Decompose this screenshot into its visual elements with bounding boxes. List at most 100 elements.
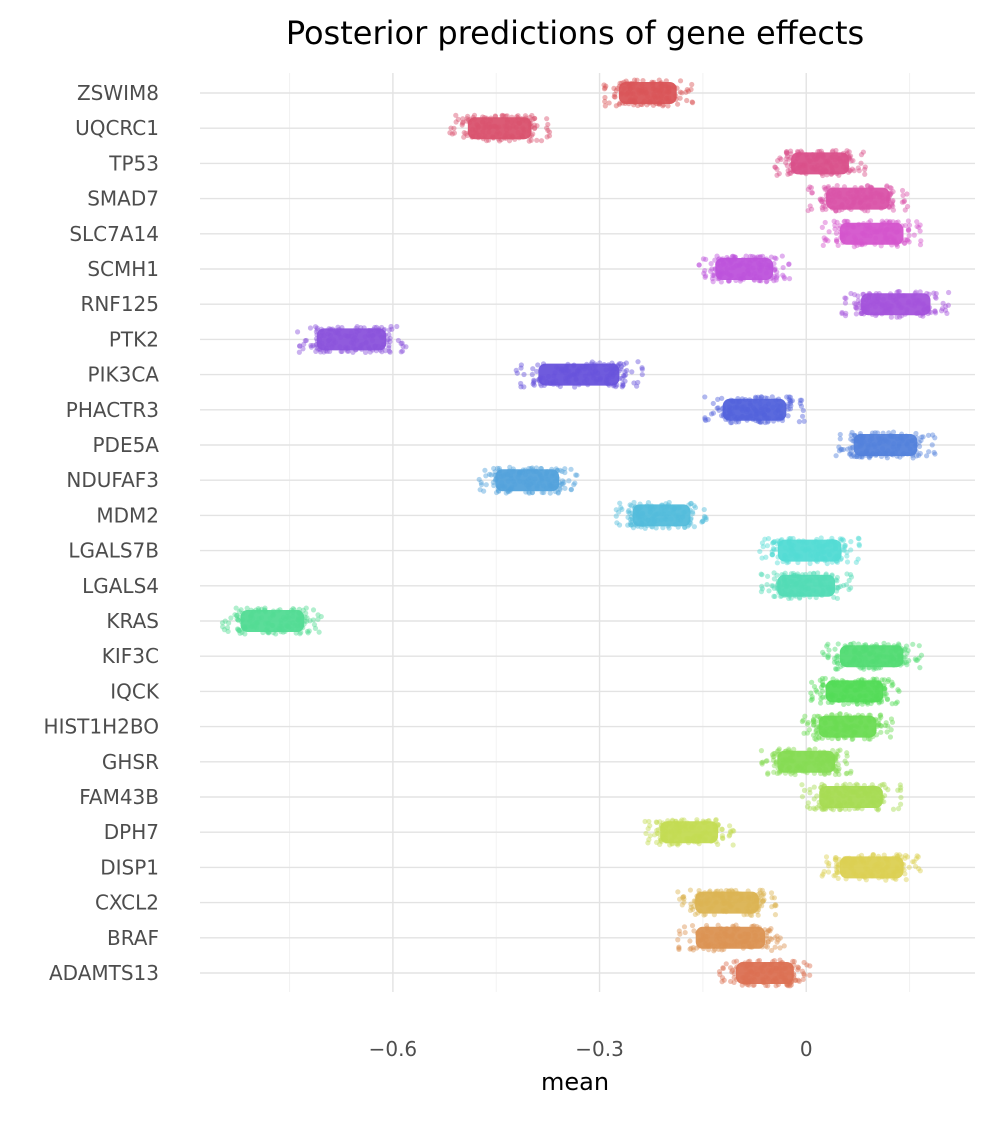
- point: [566, 478, 572, 484]
- point: [843, 310, 849, 316]
- point: [459, 122, 465, 128]
- point: [917, 868, 923, 874]
- point: [799, 718, 805, 725]
- point: [589, 359, 595, 365]
- point: [851, 244, 857, 250]
- point: [786, 396, 792, 403]
- point: [531, 382, 537, 388]
- point: [858, 152, 865, 158]
- point: [730, 842, 736, 848]
- interval-band: [861, 293, 931, 316]
- point: [507, 464, 513, 470]
- point: [849, 453, 855, 459]
- point: [820, 694, 826, 700]
- point: [710, 410, 717, 416]
- point: [451, 125, 457, 131]
- point: [823, 236, 829, 242]
- point: [931, 449, 937, 456]
- interval-band: [715, 258, 774, 280]
- point: [781, 274, 787, 280]
- point: [772, 593, 778, 600]
- point: [887, 218, 893, 225]
- point: [621, 361, 627, 368]
- point: [818, 535, 824, 541]
- point: [813, 687, 819, 693]
- point: [677, 78, 684, 84]
- point: [918, 238, 924, 244]
- point: [902, 207, 908, 213]
- point: [574, 472, 580, 478]
- interval-band: [853, 434, 918, 456]
- point: [628, 503, 635, 509]
- point: [890, 203, 896, 209]
- point: [625, 514, 631, 520]
- point: [242, 631, 248, 637]
- point: [778, 156, 784, 162]
- point: [394, 323, 400, 330]
- point: [814, 713, 821, 719]
- point: [770, 545, 777, 552]
- point: [840, 537, 847, 543]
- point: [503, 490, 509, 496]
- point: [904, 854, 911, 860]
- point: [822, 204, 828, 210]
- point: [676, 928, 682, 934]
- point: [860, 149, 866, 155]
- point: [482, 467, 488, 473]
- point: [841, 547, 847, 553]
- point: [831, 659, 838, 665]
- point: [825, 652, 832, 658]
- point: [823, 854, 830, 860]
- point: [856, 543, 862, 549]
- point: [832, 646, 838, 652]
- point: [830, 676, 836, 682]
- point: [239, 629, 245, 635]
- point: [531, 378, 537, 384]
- point: [768, 254, 774, 260]
- point: [762, 536, 768, 542]
- point: [910, 641, 916, 647]
- point: [538, 138, 545, 144]
- point: [689, 509, 696, 515]
- interval-band: [695, 926, 766, 949]
- point: [945, 302, 951, 308]
- point: [822, 237, 828, 244]
- point: [687, 938, 693, 944]
- point: [273, 631, 279, 637]
- point: [830, 148, 836, 154]
- point: [539, 489, 545, 496]
- point: [545, 121, 551, 128]
- point: [933, 291, 939, 297]
- point: [878, 722, 884, 729]
- point: [623, 372, 629, 378]
- point: [785, 401, 791, 408]
- point: [774, 933, 780, 939]
- point: [847, 168, 853, 174]
- point: [386, 348, 392, 354]
- point: [777, 957, 783, 963]
- point: [541, 489, 547, 496]
- point: [785, 168, 791, 174]
- point: [301, 341, 307, 347]
- point: [913, 856, 919, 862]
- point: [841, 542, 848, 549]
- point: [850, 157, 856, 164]
- point: [783, 150, 790, 156]
- interval-band: [538, 363, 620, 386]
- point: [837, 431, 843, 438]
- point: [881, 677, 888, 683]
- point: [854, 306, 860, 312]
- point: [501, 113, 507, 119]
- point: [235, 626, 241, 632]
- point: [478, 479, 484, 486]
- point: [700, 256, 707, 262]
- point: [784, 163, 790, 169]
- point: [822, 219, 828, 226]
- point: [842, 543, 849, 549]
- point: [818, 197, 824, 203]
- point: [888, 727, 894, 733]
- point: [866, 736, 872, 742]
- point: [787, 398, 793, 404]
- point: [757, 548, 763, 555]
- point: [572, 480, 578, 486]
